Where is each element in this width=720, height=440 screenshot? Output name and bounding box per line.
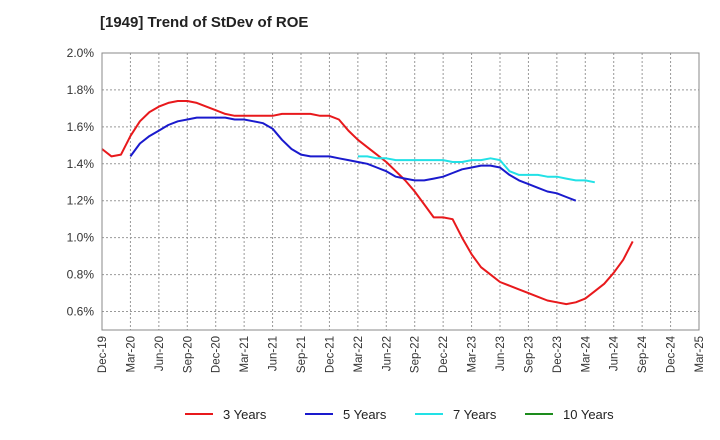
y-tick-label: 1.8% bbox=[67, 83, 95, 97]
x-tick-label: Jun-22 bbox=[381, 336, 393, 371]
x-tick-label: Sep-23 bbox=[523, 336, 535, 373]
plot-background bbox=[102, 53, 699, 330]
x-tick-label: Dec-19 bbox=[97, 336, 109, 373]
x-tick-label: Jun-21 bbox=[268, 336, 280, 371]
y-tick-label: 1.4% bbox=[67, 157, 95, 171]
x-tick-label: Mar-22 bbox=[353, 336, 365, 372]
x-tick-label: Mar-25 bbox=[694, 336, 706, 372]
chart-title: [1949] Trend of StDev of ROE bbox=[100, 14, 309, 31]
legend-item: 5 Years bbox=[305, 407, 387, 422]
y-tick-label: 1.2% bbox=[67, 194, 95, 208]
legend-item: 7 Years bbox=[415, 407, 497, 422]
legend-label: 7 Years bbox=[453, 407, 497, 422]
series-layer bbox=[101, 100, 634, 306]
series-line-7-years bbox=[357, 155, 595, 184]
x-tick-label: Dec-21 bbox=[324, 336, 336, 373]
x-tick-label: Sep-22 bbox=[410, 336, 422, 373]
x-tick-label: Mar-20 bbox=[125, 336, 137, 372]
y-tick-label: 0.6% bbox=[67, 305, 95, 319]
x-tick-label: Dec-24 bbox=[666, 335, 678, 373]
series-line-5-years bbox=[129, 116, 577, 202]
x-axis-ticks: Dec-19 Mar-20 Jun-20 Sep-20 Dec-20 Mar-21 Jun-… bbox=[97, 335, 706, 373]
x-tick-label: Jun-23 bbox=[495, 336, 507, 371]
x-tick-label: Mar-23 bbox=[467, 336, 479, 372]
y-tick-label: 0.8% bbox=[67, 268, 95, 282]
legend-label: 5 Years bbox=[343, 407, 387, 422]
grid-layer bbox=[102, 53, 699, 330]
x-tick-label: Jun-24 bbox=[609, 335, 621, 371]
legend-item: 10 Years bbox=[525, 407, 614, 422]
x-tick-label: Mar-21 bbox=[239, 336, 251, 372]
legend-label: 10 Years bbox=[563, 407, 614, 422]
x-tick-label: Sep-20 bbox=[182, 336, 194, 373]
y-axis-ticks: 0.6% 0.8% 1.0% 1.2% 1.4% 1.6% 1.8% 2.0% bbox=[67, 46, 95, 319]
y-tick-label: 1.0% bbox=[67, 231, 95, 245]
x-tick-label: Dec-20 bbox=[211, 336, 223, 373]
legend-item: 3 Years bbox=[185, 407, 267, 422]
x-tick-label: Mar-24 bbox=[580, 335, 592, 372]
legend-label: 3 Years bbox=[223, 407, 267, 422]
y-tick-label: 1.6% bbox=[67, 120, 95, 134]
x-tick-label: Jun-20 bbox=[154, 336, 166, 371]
series-line-3-years bbox=[101, 100, 634, 306]
x-tick-label: Sep-21 bbox=[296, 336, 308, 373]
y-tick-label: 2.0% bbox=[67, 46, 95, 60]
x-tick-label: Sep-24 bbox=[637, 335, 649, 373]
plot-frame bbox=[101, 52, 700, 331]
x-tick-label: Dec-22 bbox=[438, 336, 450, 373]
x-tick-label: Dec-23 bbox=[552, 336, 564, 373]
legend: 3 Years 5 Years 7 Years 10 Years bbox=[185, 407, 614, 422]
